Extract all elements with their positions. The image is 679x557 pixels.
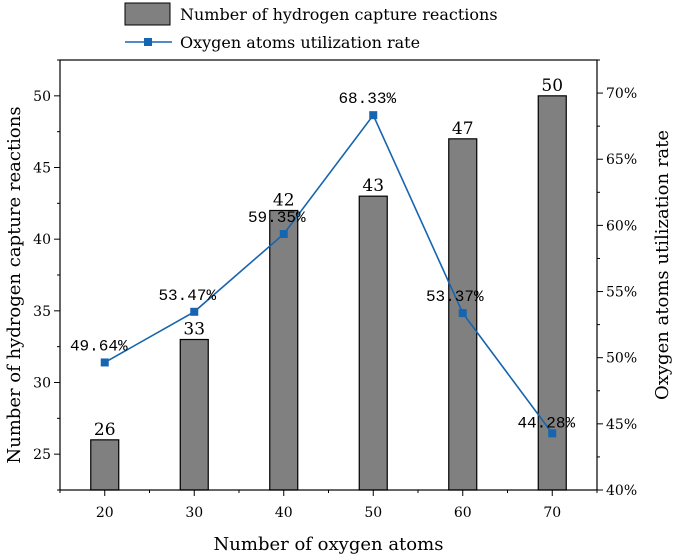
x-tick-label: 60 [454, 505, 472, 521]
y2-tick-label: 60% [606, 218, 637, 234]
legend-label-bar: Number of hydrogen capture reactions [180, 5, 498, 24]
x-tick-label: 70 [543, 505, 561, 521]
line-marker [100, 358, 109, 367]
line-value-label: 44.28% [517, 414, 575, 432]
bar-value-label: 47 [452, 119, 474, 139]
data-labels: 26 33 42 43 47 50 49.64% 53.47% 59.35% 68.33% 53.3… [70, 76, 576, 440]
legend-marker [144, 38, 152, 46]
line-marker [369, 111, 378, 120]
y2-tick-label: 40% [606, 483, 637, 499]
bar-value-label: 42 [273, 191, 295, 211]
bar [537, 95, 567, 491]
y2-tick-label: 50% [606, 351, 637, 367]
line-value-label: 68.33% [338, 90, 396, 108]
y-axis-label: Number of hydrogen capture reactions [4, 106, 25, 463]
y2-tick-label: 55% [606, 285, 637, 301]
x-tick-label: 50 [364, 505, 382, 521]
x-axis-label: Number of oxygen atoms [214, 534, 444, 555]
y2-axis-label: Oxygen atoms utilization rate [652, 130, 673, 400]
line-path [104, 113, 553, 434]
bar [90, 439, 120, 491]
legend-label-line: Oxygen atoms utilization rate [180, 33, 420, 52]
x-tick-label: 30 [185, 505, 203, 521]
y2-tick-label: 65% [606, 152, 637, 168]
bar-series [90, 95, 567, 491]
x-tick-label: 20 [96, 505, 114, 521]
bar [179, 338, 209, 491]
y-tick-label: 50 [33, 89, 51, 105]
y-tick-label: 25 [33, 447, 51, 463]
axes: 25 30 35 40 45 50 40% 45% 50% 55% 60% 65% 70% 20 30 40 5… [33, 59, 637, 521]
bar-value-label: 33 [183, 320, 205, 340]
y-tick-label: 35 [33, 304, 51, 320]
bar [358, 195, 388, 491]
line-marker [190, 307, 199, 316]
line-value-label: 53.47% [158, 287, 216, 305]
legend-swatch-bar [124, 2, 171, 26]
bar-value-label: 26 [94, 420, 116, 440]
y-tick-label: 30 [33, 376, 51, 392]
line-marker [548, 429, 557, 438]
line-marker [279, 229, 288, 238]
y2-tick-label: 70% [606, 86, 637, 102]
bar [269, 209, 299, 491]
line-value-label: 49.64% [70, 337, 128, 355]
line-marker [458, 309, 467, 318]
y-tick-label: 45 [33, 161, 51, 177]
x-tick-label: 40 [275, 505, 293, 521]
bar-value-label: 50 [541, 76, 563, 96]
y-tick-label: 40 [33, 232, 51, 248]
line-series [100, 111, 557, 438]
plot-frame [59, 59, 598, 491]
bar-value-label: 43 [362, 176, 384, 196]
line-value-label: 59.35% [248, 209, 306, 227]
y2-tick-label: 45% [606, 417, 637, 433]
legend: Number of hydrogen capture reactions Oxyg… [124, 2, 498, 52]
line-value-label: 53.37% [426, 288, 484, 306]
